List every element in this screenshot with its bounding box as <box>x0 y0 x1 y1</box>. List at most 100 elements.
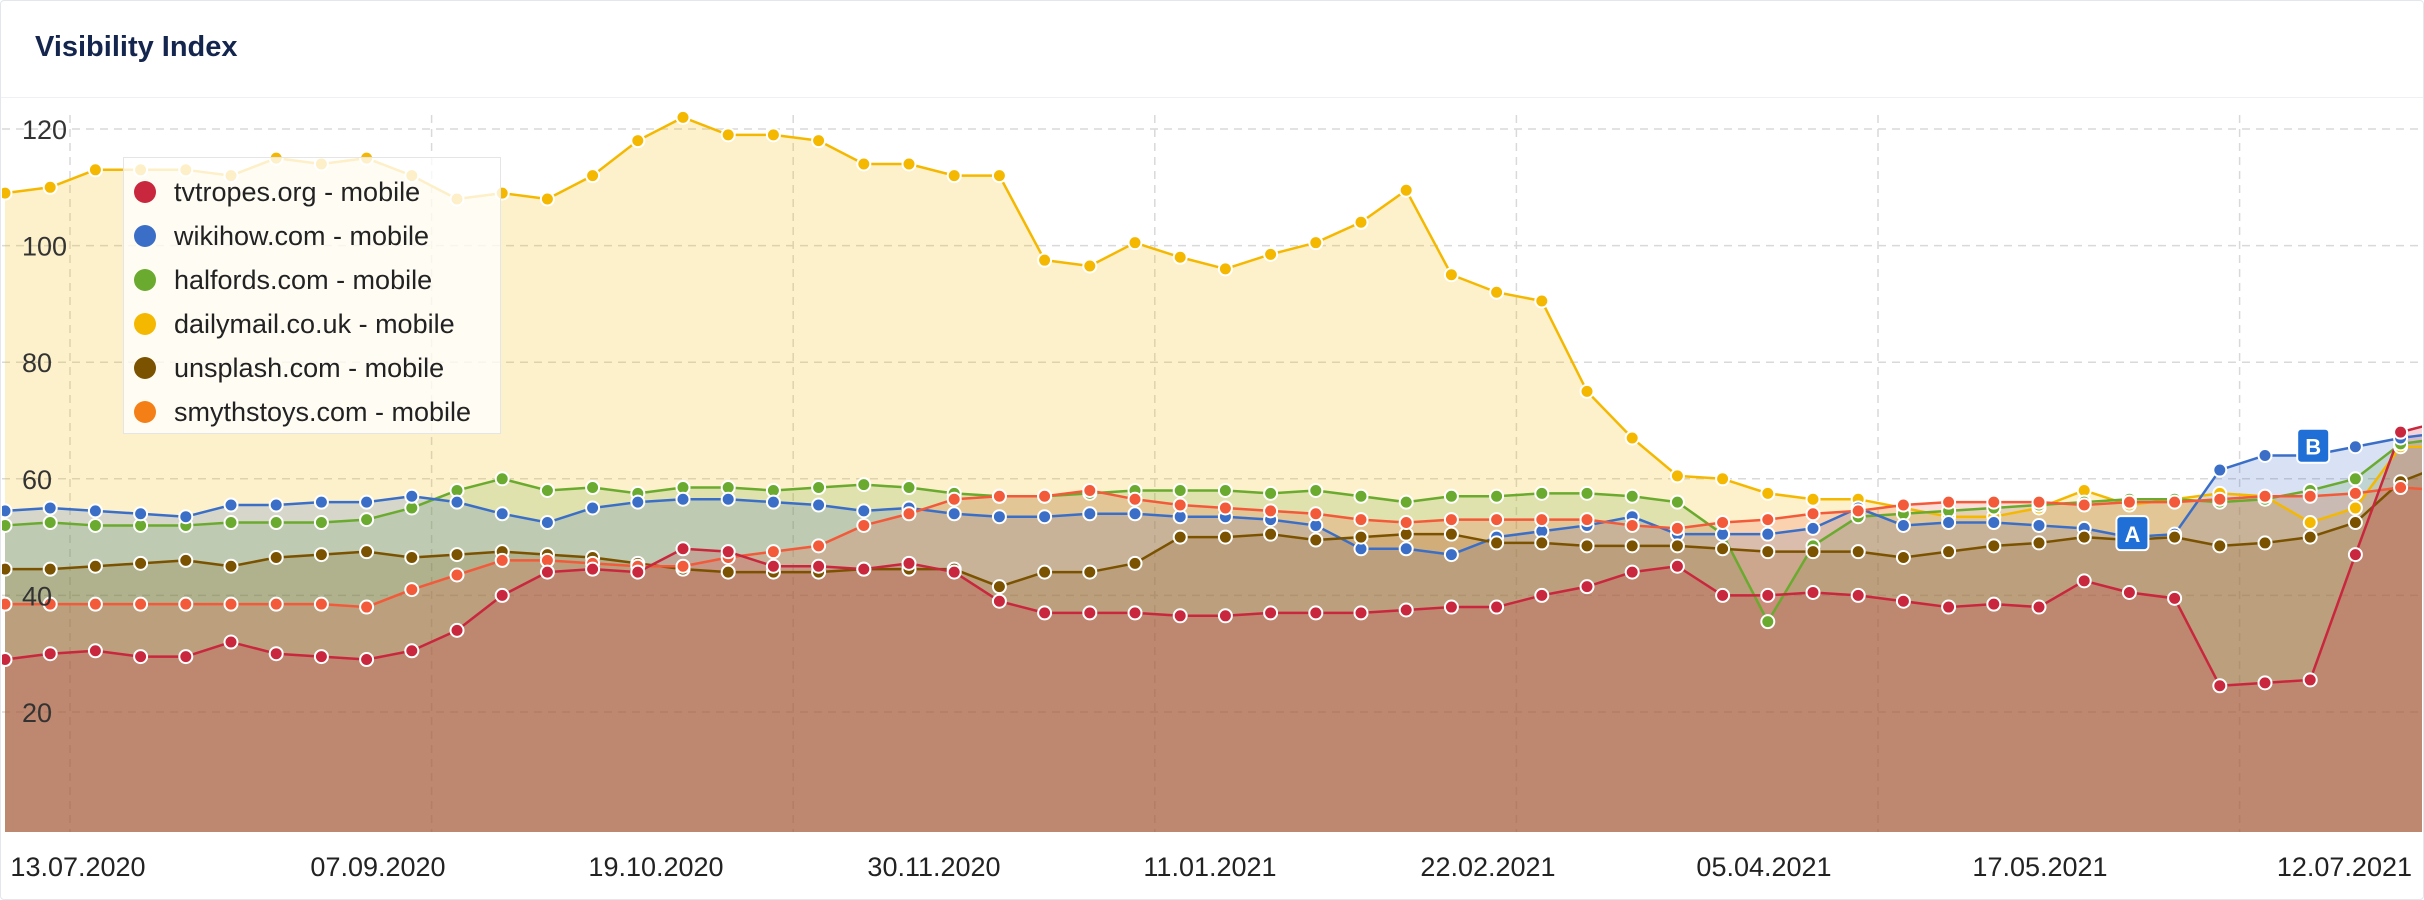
x-tick-label: 19.10.2020 <box>588 852 723 882</box>
data-point <box>2 517 13 533</box>
data-point <box>313 515 329 531</box>
data-point <box>720 491 736 507</box>
legend-item[interactable]: wikihow.com - mobile <box>134 216 429 256</box>
data-point <box>1895 550 1911 566</box>
data-point <box>1217 500 1233 516</box>
data-point <box>2212 491 2228 507</box>
data-point <box>2 561 13 577</box>
data-point <box>1669 558 1685 574</box>
legend-marker <box>134 357 156 379</box>
annotation-marker <box>2296 427 2331 464</box>
legend-marker <box>134 401 156 423</box>
data-point <box>1308 506 1324 522</box>
data-point <box>42 561 58 577</box>
data-point <box>178 596 194 612</box>
data-point <box>1941 599 1957 615</box>
data-point <box>1443 512 1459 528</box>
data-point <box>1895 593 1911 609</box>
data-point <box>901 506 917 522</box>
data-point <box>2347 515 2363 531</box>
legend-marker <box>134 269 156 291</box>
data-point <box>991 593 1007 609</box>
data-point <box>359 599 375 615</box>
data-point <box>2076 529 2092 545</box>
data-point <box>2257 488 2273 504</box>
data-point <box>1082 258 1098 274</box>
data-point <box>1443 267 1459 283</box>
data-point <box>1398 182 1414 198</box>
data-point <box>313 547 329 563</box>
data-point <box>1353 605 1369 621</box>
data-point <box>2 652 13 668</box>
data-point <box>178 509 194 525</box>
data-point <box>1443 599 1459 615</box>
data-point <box>1353 214 1369 230</box>
data-point <box>359 544 375 560</box>
legend-item[interactable]: dailymail.co.uk - mobile <box>134 304 455 344</box>
point-layer <box>2 109 2409 694</box>
data-point <box>1037 564 1053 580</box>
data-point <box>720 127 736 143</box>
data-point <box>1263 605 1279 621</box>
data-point <box>856 517 872 533</box>
x-tick-label: 22.02.2021 <box>1420 852 1555 882</box>
data-point <box>720 564 736 580</box>
legend-item[interactable]: smythstoys.com - mobile <box>134 392 471 432</box>
data-point <box>765 544 781 560</box>
data-point <box>856 477 872 493</box>
data-point <box>2031 535 2047 551</box>
data-point <box>2302 672 2318 688</box>
legend-item[interactable]: tvtropes.org - mobile <box>134 172 420 212</box>
data-point <box>449 622 465 638</box>
x-tick-label: 11.01.2021 <box>1143 852 1276 882</box>
data-point <box>2347 471 2363 487</box>
legend-item[interactable]: halfords.com - mobile <box>134 260 432 300</box>
data-point <box>359 494 375 510</box>
series-area <box>5 426 2422 832</box>
data-point <box>313 494 329 510</box>
data-point <box>1760 544 1776 560</box>
data-point <box>2257 535 2273 551</box>
data-point <box>87 596 103 612</box>
data-point <box>1082 506 1098 522</box>
data-point <box>811 538 827 554</box>
data-point <box>268 515 284 531</box>
data-point <box>1805 544 1821 560</box>
data-point <box>630 494 646 510</box>
data-point <box>313 649 329 665</box>
data-point <box>1895 497 1911 513</box>
data-point <box>1715 515 1731 531</box>
data-point <box>2347 547 2363 563</box>
data-point <box>2167 494 2183 510</box>
data-point <box>630 564 646 580</box>
legend-marker <box>134 181 156 203</box>
data-point <box>1037 252 1053 268</box>
data-point <box>1217 529 1233 545</box>
data-point <box>313 596 329 612</box>
legend-item[interactable]: unsplash.com - mobile <box>134 348 444 388</box>
data-point <box>1082 564 1098 580</box>
data-point <box>223 558 239 574</box>
data-point <box>1805 506 1821 522</box>
data-point <box>1986 596 2002 612</box>
data-point <box>2031 494 2047 510</box>
data-point <box>991 509 1007 525</box>
data-point <box>1941 515 1957 531</box>
data-point <box>2347 500 2363 516</box>
y-tick-label: 20 <box>22 698 52 728</box>
legend-marker <box>134 313 156 335</box>
data-point <box>1263 246 1279 262</box>
data-point <box>1805 584 1821 600</box>
data-point <box>133 506 149 522</box>
data-point <box>1263 526 1279 542</box>
legend-marker <box>134 225 156 247</box>
data-point <box>1760 512 1776 528</box>
annotation-marker <box>2115 515 2150 552</box>
y-axis-labels: 20 40 60 80 100 120 <box>22 115 67 728</box>
data-point <box>2167 590 2183 606</box>
y-tick-label: 100 <box>22 232 67 262</box>
data-point <box>1941 544 1957 560</box>
data-point <box>2302 529 2318 545</box>
data-point <box>1398 541 1414 557</box>
